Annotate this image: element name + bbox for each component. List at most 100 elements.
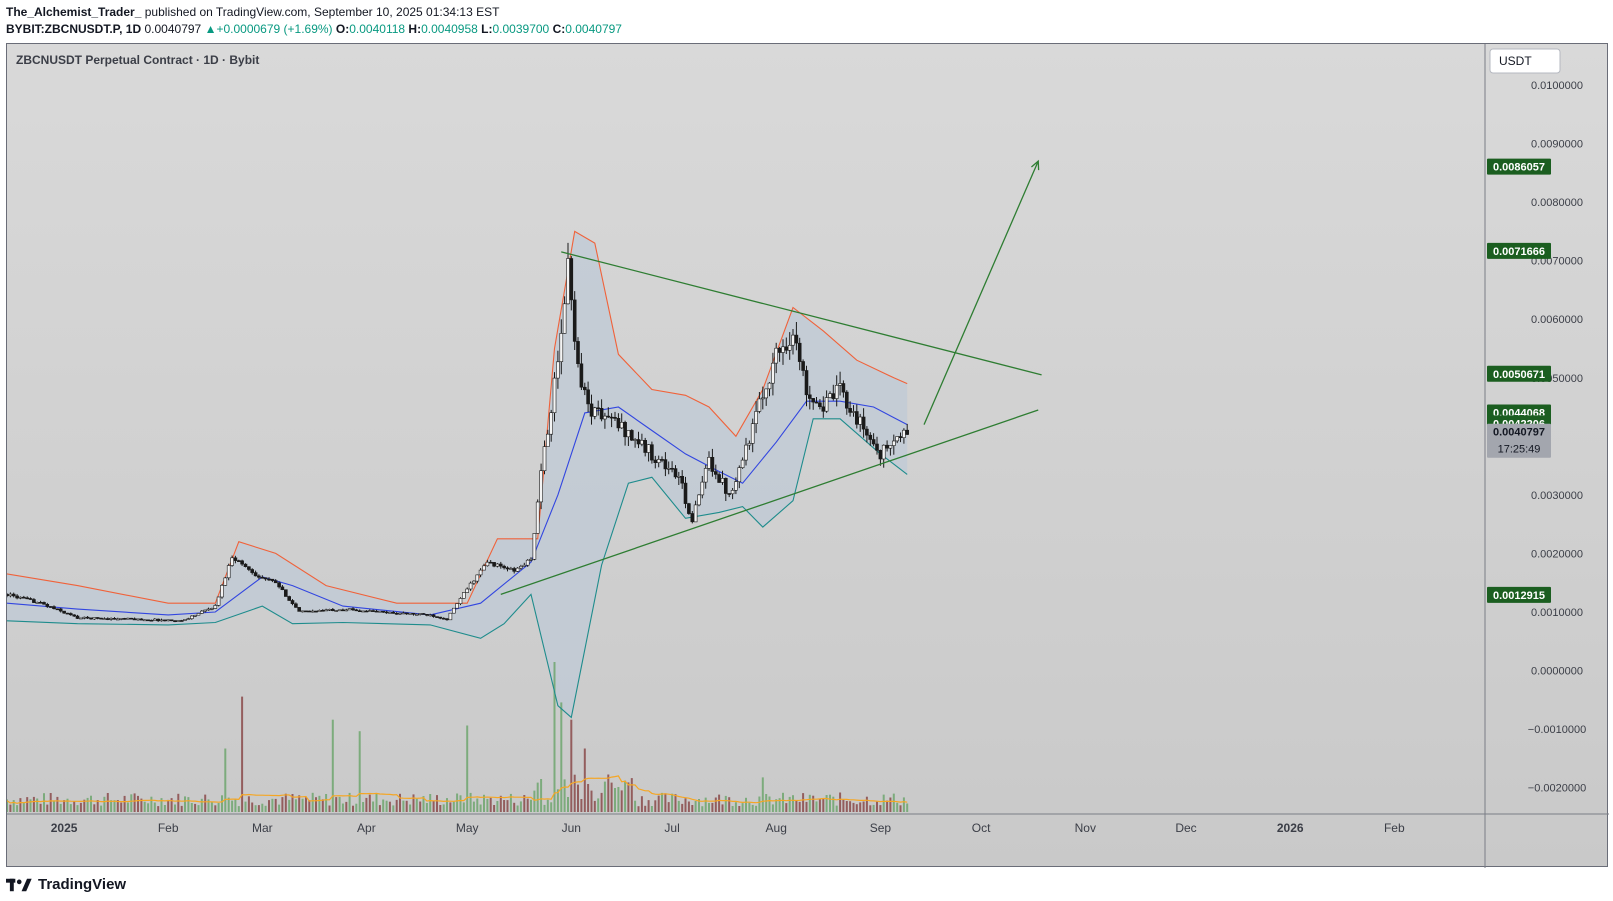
candle-body [505, 567, 510, 570]
candle-body [838, 383, 842, 386]
bollinger-upper-line [7, 230, 908, 604]
volume-bar [573, 774, 576, 812]
volume-bar [436, 795, 438, 812]
candle-body [203, 609, 207, 612]
y-tick-label: 0.0060000 [1531, 314, 1583, 326]
candle-body [868, 434, 873, 440]
candle-body [821, 406, 826, 412]
candle-body [683, 482, 688, 504]
volume-bar [194, 803, 197, 812]
candle-body [502, 565, 506, 569]
volume-bar [372, 801, 375, 812]
candle-body [740, 459, 745, 469]
volume-bar [103, 796, 106, 812]
volume-bar [264, 805, 267, 812]
candle-body [294, 603, 298, 608]
candle-body [169, 619, 174, 622]
bollinger-lower-line [7, 418, 908, 719]
symbol-name: BYBIT:ZBCNUSDT.P, 1D [6, 22, 142, 36]
volume-bar [832, 796, 835, 812]
candle-body [787, 344, 792, 351]
candle-body [297, 607, 302, 612]
volume-bar [137, 795, 139, 812]
candle-body [82, 616, 87, 619]
volume-bar [718, 794, 721, 812]
candle-body [865, 428, 869, 436]
volume-bar [204, 794, 207, 812]
volume-bar [587, 784, 590, 812]
volume-bar [442, 804, 445, 812]
volume-bar [352, 805, 354, 812]
volume-bar [476, 798, 479, 812]
candle-body [190, 615, 194, 620]
volume-bar [294, 799, 297, 812]
x-tick-label: Sep [870, 821, 892, 835]
symbol-info: BYBIT:ZBCNUSDT.P, 1D 0.0040797 ▲+0.00006… [6, 22, 622, 36]
candle-body [287, 596, 292, 601]
candle-body [270, 578, 275, 581]
open-label: O: [335, 22, 350, 36]
candle-body [878, 449, 883, 460]
candle-body [663, 459, 668, 470]
volume-bar [741, 803, 744, 812]
volume-bar [291, 794, 294, 812]
chart-frame[interactable]: ZBCNUSDT Perpetual Contract · 1D · Bybit… [6, 43, 1609, 868]
candle-body [378, 610, 382, 613]
volume-bar [170, 798, 173, 812]
volume-bar [889, 797, 892, 812]
volume-bar [301, 798, 304, 812]
candle-body [451, 607, 456, 614]
price-chart[interactable]: ZBCNUSDT Perpetual Contract · 1D · Bybit… [7, 44, 1609, 868]
volume-bar [570, 719, 573, 812]
volume-bar [375, 793, 378, 812]
triangle-upper-line [561, 251, 1042, 376]
volume-bar [822, 798, 825, 812]
candle-body [361, 610, 365, 613]
volume-bar [362, 802, 365, 812]
volume-bar [795, 800, 798, 812]
volume-bar [207, 799, 210, 812]
volume-bar [69, 804, 72, 812]
currency-button[interactable]: USDT [1489, 48, 1561, 74]
candle-body [394, 612, 399, 615]
candle-body [542, 446, 547, 472]
candle-body [210, 608, 214, 610]
volume-bar [738, 806, 741, 812]
candle-body [895, 436, 900, 442]
candle-body [676, 475, 681, 478]
volume-bar [681, 803, 684, 812]
candle-body [465, 588, 470, 593]
volume-bar [271, 798, 274, 812]
volume-bar [580, 799, 583, 812]
volume-bar [241, 696, 244, 812]
x-tick-label: Nov [1075, 821, 1096, 835]
candle-body [398, 612, 402, 615]
volume-bar [378, 805, 381, 812]
volume-bar [556, 789, 559, 812]
x-tick-label: Feb [158, 821, 179, 835]
candle-body [324, 609, 328, 612]
candle-body [418, 613, 423, 615]
volume-bar [395, 799, 398, 812]
volume-bar [315, 797, 317, 812]
volume-bar [419, 801, 422, 812]
candle-body [754, 411, 758, 424]
candle-body [25, 597, 30, 600]
volume-bar [281, 797, 284, 812]
volume-bar [496, 801, 499, 812]
volume-bar [409, 804, 412, 812]
volume-bar [197, 805, 200, 812]
volume-bar [630, 778, 633, 812]
candle-body [11, 593, 16, 597]
candle-body [767, 382, 772, 390]
volume-bar [724, 795, 727, 812]
volume-bar [184, 796, 186, 812]
candle-body [603, 415, 607, 420]
candle-body [448, 612, 453, 621]
candle-body [891, 440, 896, 446]
volume-bar [298, 795, 301, 812]
author-name[interactable]: The_Alchemist_Trader_ [6, 5, 142, 19]
volume-bar [661, 792, 663, 812]
volume-bar [617, 787, 620, 812]
candle-body [656, 459, 661, 463]
